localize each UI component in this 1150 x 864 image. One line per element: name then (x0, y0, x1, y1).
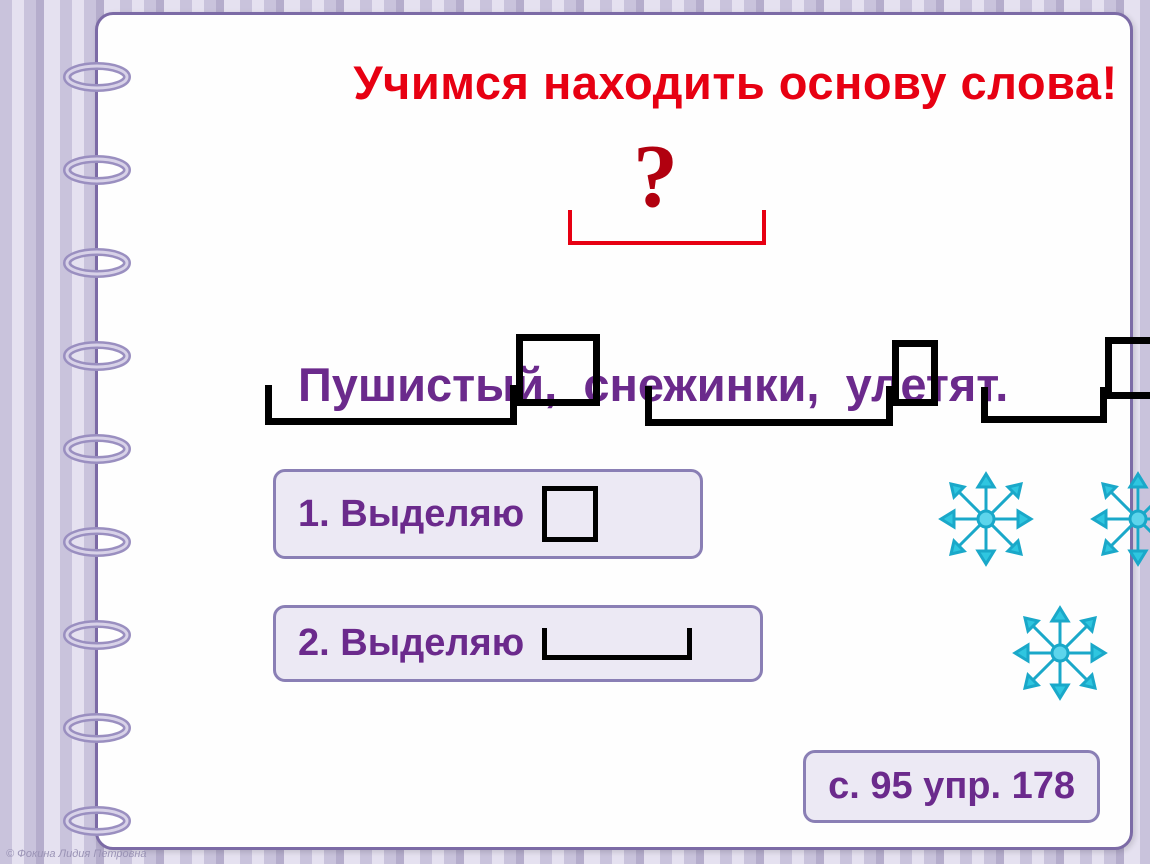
snowflake-icon (1088, 469, 1150, 569)
ring-icon (62, 525, 132, 560)
ring-icon (62, 804, 132, 839)
credit-text: © Фокина Лидия Петровна (6, 848, 147, 860)
question-bracket (568, 210, 766, 245)
ring-icon (62, 60, 132, 95)
stem-symbol-icon (542, 628, 692, 660)
page-reference: с. 95 упр. 178 (803, 750, 1100, 823)
snowflake-icon (936, 469, 1036, 569)
ring-icon (62, 618, 132, 653)
snowflake-icon (1010, 603, 1110, 703)
ending-symbol-icon (542, 486, 598, 542)
ring-icon (62, 246, 132, 281)
ending-box-3 (1105, 337, 1150, 399)
stem-bracket-3 (981, 387, 1107, 423)
stem-bracket-1 (265, 385, 517, 425)
step-1-box: 1. Выделяю (273, 469, 703, 559)
ending-box-1 (516, 334, 600, 406)
ring-icon (62, 339, 132, 374)
ending-box-2 (892, 340, 938, 406)
step-1-label: 1. Выделяю (298, 493, 524, 536)
ring-icon (62, 711, 132, 746)
spiral-binding (62, 60, 132, 839)
notebook-page: Учимся находить основу слова! ? Пушистый… (95, 12, 1133, 850)
ring-icon (62, 153, 132, 188)
step-2-box: 2. Выделяю (273, 605, 763, 682)
step-2-label: 2. Выделяю (298, 622, 524, 665)
ring-icon (62, 432, 132, 467)
page-title: Учимся находить основу слова! (248, 55, 1150, 110)
stem-bracket-2 (645, 386, 893, 426)
